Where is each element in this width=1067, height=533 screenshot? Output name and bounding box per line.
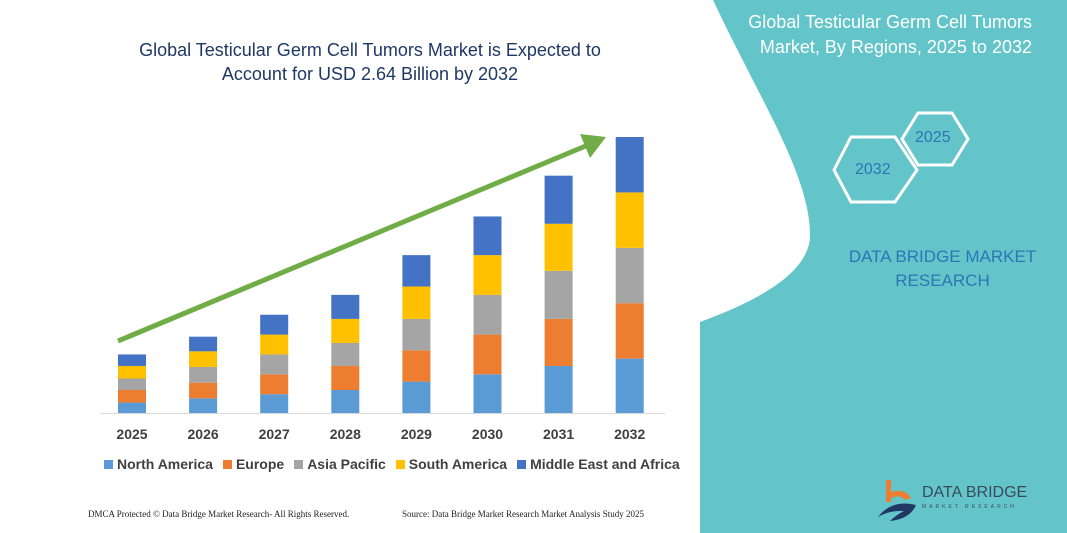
bar-2025-south-america — [118, 365, 146, 379]
bar-2028-europe — [331, 365, 360, 390]
bar-2030-south-america — [473, 255, 502, 295]
legend-label: North America — [117, 456, 213, 472]
logo-tagline: MARKET RESEARCH — [922, 504, 1017, 510]
legend-label: Asia Pacific — [307, 456, 386, 472]
legend-swatch — [294, 459, 304, 469]
legend-swatch — [104, 459, 113, 469]
bar-2029-north-america — [402, 381, 431, 413]
legend-swatch — [517, 459, 527, 469]
bar-2026-north-america — [189, 398, 218, 413]
bar-2031-north-america — [544, 365, 573, 413]
bar-2029-europe — [402, 350, 431, 382]
x-tick-label: 2029 — [400, 426, 432, 442]
x-tick-label: 2025 — [116, 426, 148, 442]
bar-2032-south-america — [615, 192, 644, 248]
x-tick-label: 2027 — [258, 426, 290, 442]
legend-swatch — [222, 459, 232, 469]
bar-2028-asia-pacific — [331, 342, 360, 366]
logo-icon — [878, 480, 916, 521]
bar-2032-north-america — [615, 358, 644, 413]
hexagon-2025 — [900, 111, 970, 167]
bar-2028-south-america — [331, 318, 360, 343]
bar-2026-middle-east-and-africa — [189, 336, 218, 352]
bar-2028-north-america — [331, 390, 360, 413]
bar-2025-middle-east-and-africa — [118, 354, 146, 366]
bar-2029-south-america — [402, 286, 431, 319]
bar-2025-asia-pacific — [118, 378, 146, 390]
bar-2032-europe — [615, 303, 644, 359]
bar-2031-middle-east-and-africa — [544, 175, 573, 224]
bar-2031-asia-pacific — [544, 270, 573, 319]
bar-2032-middle-east-and-africa — [615, 137, 644, 193]
trend-arrow — [117, 134, 606, 344]
bar-2027-asia-pacific — [260, 354, 289, 375]
bar-2026-south-america — [189, 351, 218, 367]
logo-name: DATA BRIDGE — [922, 484, 1028, 501]
legend-label: South America — [408, 456, 508, 472]
bar-2030-north-america — [473, 374, 502, 413]
legend-label: Middle East and Africa — [530, 456, 680, 472]
bars — [118, 137, 644, 413]
legend-label: Europe — [235, 456, 285, 472]
hex-label-2032: 2032 — [855, 161, 891, 178]
legend-item: Middle East and Africa — [517, 456, 680, 472]
hexagon-2032 — [832, 135, 919, 204]
x-tick-label: 2032 — [614, 426, 646, 442]
legend-item: Europe — [222, 456, 285, 472]
bar-2026-asia-pacific — [189, 367, 218, 383]
bar-2032-asia-pacific — [615, 247, 644, 304]
bar-2030-europe — [473, 334, 502, 375]
legend: North America Europe Asia Pacific South Ame… — [104, 456, 680, 472]
bar-2025-north-america — [118, 402, 146, 413]
bar-2027-europe — [260, 374, 289, 395]
bar-2031-europe — [544, 318, 573, 366]
side-panel — [700, 0, 1067, 533]
hex-label-2025: 2025 — [915, 129, 951, 146]
legend-item: South America — [395, 456, 508, 472]
bar-2030-middle-east-and-africa — [473, 216, 502, 256]
x-tick-label: 2028 — [329, 426, 361, 442]
bar-2027-middle-east-and-africa — [260, 314, 289, 335]
bar-2028-middle-east-and-africa — [331, 294, 360, 319]
bar-2027-north-america — [260, 394, 289, 413]
bar-2029-middle-east-and-africa — [402, 255, 431, 287]
chart-title: Global Testicular Germ Cell Tumors Marke… — [139, 40, 601, 84]
bar-2031-south-america — [544, 223, 573, 271]
brand-text: DATA BRIDGE MARKET RESEARCH — [848, 247, 1037, 290]
bar-2027-south-america — [260, 334, 289, 355]
bar-2025-europe — [118, 390, 146, 403]
x-tick-label: 2026 — [187, 426, 219, 442]
legend-item: North America — [104, 456, 213, 472]
legend-swatch — [395, 459, 405, 469]
bar-2026-europe — [189, 382, 218, 399]
legend-item: Asia Pacific — [294, 456, 386, 472]
footer-copyright: DMCA Protected © Data Bridge Market Rese… — [88, 509, 350, 519]
bar-2030-asia-pacific — [473, 294, 502, 335]
x-tick-label: 2030 — [471, 426, 504, 442]
side-title: Global Testicular Germ Cell Tumors Marke… — [748, 12, 1032, 57]
x-tick-label: 2031 — [543, 426, 575, 442]
bar-2029-asia-pacific — [402, 318, 431, 351]
footer-source: Source: Data Bridge Market Research Mark… — [402, 509, 644, 519]
